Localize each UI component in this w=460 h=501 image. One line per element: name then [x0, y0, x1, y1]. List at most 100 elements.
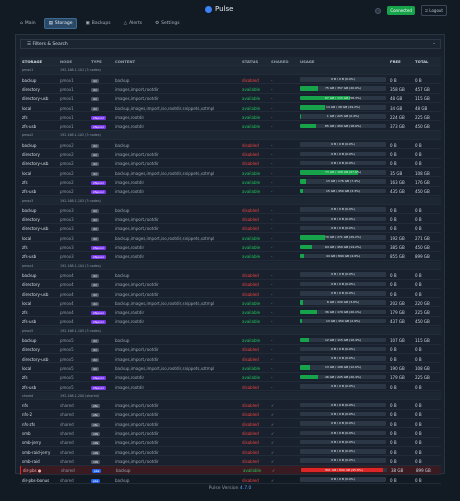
cell-node: shared [60, 403, 74, 409]
tab-main[interactable]: ⌂ Main [15, 18, 41, 29]
type-pill: dir [91, 283, 99, 288]
footer-version[interactable]: 4.7.0 [239, 486, 252, 491]
usage-bar: 0 B / 0 B (0.0%) [300, 272, 386, 277]
table-row[interactable]: zfs-usb pmox2 zfspool images,rootdir availab… [20, 187, 441, 196]
usage-text: 0 B / 0 B (0.0%) [331, 151, 355, 156]
column-header-content[interactable]: CONTENT [115, 59, 136, 64]
table-row[interactable]: directory-usb pmox4 dir images,import,rootd… [20, 290, 441, 299]
cell-usage: 85 GB / 450 GB (18.9%) [300, 123, 388, 129]
column-header-type[interactable]: TYPE [91, 59, 102, 64]
cell-total: 0 B [415, 291, 422, 297]
table-row[interactable]: local pmox3 dir backup,images,import,iso,ro… [20, 234, 441, 243]
cell-usage: 8 GB / 220 GB (3.6%) [300, 300, 388, 305]
cell-status: disabled [242, 207, 259, 213]
cell-total: 0 B [415, 347, 422, 353]
table-row[interactable]: zfs pmox2 zfspool images,rootdir available - 1… [20, 178, 441, 187]
table-row[interactable]: zfs pmox1 zfspool images,rootdir available - 1… [20, 113, 441, 122]
cell-storage: smb-jerry [22, 440, 42, 446]
table-row[interactable]: local pmox4 dir backup,images,import,iso,ro… [20, 299, 441, 308]
cell-content: backup [116, 468, 131, 474]
logout-button[interactable]: ⎋ Logout [420, 5, 447, 16]
cell-type: nfs [91, 422, 117, 427]
table-row[interactable]: smb-raid shared cifs images,import,rootdir d… [20, 457, 441, 466]
table-row[interactable]: nfs-zfs shared nfs images,import,rootdir dis… [20, 420, 441, 429]
table-row[interactable]: local pmox2 dir backup,images,import,iso,ro… [20, 169, 441, 178]
table-row[interactable]: backup pmox1 dir backup disabled - 0 B / 0 B (… [20, 76, 441, 85]
table-row[interactable]: nfs-2 shared nfs images,import,rootdir disab… [20, 410, 441, 420]
table-row[interactable]: directory-usb pmox1 dir images,import,rootd… [20, 94, 441, 103]
table-row[interactable]: directory pmox1 dir images,import,rootdir av… [20, 85, 441, 94]
cell-total: 0 B [415, 449, 422, 455]
cell-content: images,rootdir [115, 124, 145, 130]
table-row[interactable]: directory-usb pmox2 dir images,import,rootd… [20, 159, 441, 168]
tab-alerts[interactable]: △ Alerts [119, 18, 148, 29]
table-row[interactable]: directory pmox4 dir images,import,rootdir di… [20, 280, 441, 289]
table-row[interactable]: dir-pbs-bonus shared pbs backup disabled ✓ 0 B… [20, 476, 441, 485]
type-pill: dir [91, 339, 99, 343]
cell-type: zfspool [91, 189, 117, 195]
column-header-shared[interactable]: SHARED [271, 59, 289, 64]
cell-free: 437 GB [390, 319, 405, 325]
column-header-usage[interactable]: USAGE [300, 58, 315, 64]
cell-total: 0 B [415, 142, 422, 148]
cell-node: pmox3 [60, 207, 74, 213]
cell-content: backup,images,import,iso,rootdir,snippet… [115, 170, 215, 176]
table-row[interactable]: directory-usb pmox3 dir images,import,rootd… [20, 224, 441, 234]
type-pill: dir [91, 208, 99, 213]
cell-usage: 15 GB / 450 GB (3.3%) [300, 188, 388, 194]
table-row[interactable]: zfs-usb pmox1 zfspool images,rootdir availab… [20, 122, 441, 131]
table-row[interactable]: smb shared cifs images,import,rootdir disabl… [20, 429, 441, 438]
table-row[interactable]: smb-raid-jerry shared cifs images,import,ro… [20, 448, 441, 457]
table-row[interactable]: directory pmox5 dir images,import,rootdir di… [20, 345, 441, 354]
filters-search-toggle[interactable]: ☰ Filters & Search ⌄ [20, 39, 441, 49]
table-row[interactable]: zfs pmox3 zfspool images,rootdir available - 6… [20, 243, 441, 252]
tab-settings[interactable]: ⚙ Settings [150, 18, 185, 29]
table-row[interactable]: directory-usb pmox5 dir images,import,rootd… [20, 355, 441, 364]
column-header-status[interactable]: STATUS [242, 59, 259, 64]
table-row[interactable]: backup pmox5 dir backup available - 12 GB / 11… [20, 336, 441, 345]
tab-backups[interactable]: ▣ Backups [80, 18, 115, 29]
table-row[interactable]: smb-jerry shared cifs images,import,rootdir… [20, 438, 441, 447]
column-header-total[interactable]: TOTAL [415, 59, 429, 64]
cell-content: images,rootdir [115, 310, 145, 316]
cell-free: 0 B [390, 226, 397, 232]
table-row[interactable]: zfs pmox4 zfspool images,rootdir available - 3… [20, 308, 441, 317]
gear-icon: ⚙ [155, 21, 160, 26]
usage-bar: 0 B / 0 B (0.0%) [300, 216, 386, 222]
cell-storage: directory [22, 152, 40, 157]
table-row[interactable]: nfs shared nfs images,import,rootdir disable… [20, 401, 441, 410]
cell-shared: - [271, 319, 273, 325]
column-header-node[interactable]: NODE [60, 59, 73, 64]
table-row[interactable]: backup pmox3 dir backup disabled - 0 B / 0 B (… [20, 206, 441, 215]
table-row[interactable]: zfs-usb pmox4 zfspool images,rootdir availab… [20, 317, 441, 327]
tab-storage[interactable]: ▤ Storage [43, 18, 78, 29]
table-row[interactable]: zfs-usb pmox5 zfspool images,rootdir disable… [20, 383, 441, 392]
column-header-free[interactable]: FREE [390, 59, 401, 64]
cell-node: shared [60, 449, 74, 455]
cell-node: pmox2 [60, 189, 74, 195]
table-row[interactable]: zfs-usb pmox3 zfspool images,rootdir availab… [20, 252, 441, 261]
cell-content: backup [115, 142, 130, 148]
usage-bar: 0 B / 0 B (0.0%) [300, 439, 386, 445]
table-row[interactable]: directory pmox3 dir images,import,rootdir di… [20, 215, 441, 224]
table-row[interactable]: dir-pbs ● shared pbs backup available ✓ 861 GB… [20, 466, 441, 475]
column-header-storage[interactable]: STORAGE [22, 59, 43, 64]
table-row[interactable]: local pmox1 dir backup,images,import,iso,ro… [20, 104, 441, 113]
type-pill: nfs [91, 422, 100, 427]
usage-text: 0 B / 0 B (0.0%) [331, 458, 355, 463]
cell-free: 0 B [390, 412, 397, 418]
cell-status: disabled [242, 458, 259, 464]
cell-node: pmox5 [60, 384, 74, 390]
cell-total: 899 GB [416, 468, 431, 474]
table-row[interactable]: backup pmox4 dir backup disabled - 0 B / 0 B (… [20, 271, 441, 280]
table-row[interactable]: local pmox5 dir backup,images,import,iso,ro… [20, 364, 441, 373]
usage-bar: 44 GB / 899 GB (4.9%) [300, 253, 386, 259]
table-row[interactable]: zfs pmox5 zfspool images,rootdir available - 4… [20, 373, 441, 382]
cell-content: backup,images,import,iso,rootdir,snippet… [115, 105, 215, 111]
table-row[interactable]: directory pmox2 dir images,import,rootdir di… [20, 150, 441, 159]
table-row[interactable]: backup pmox2 dir backup disabled - 0 B / 0 B (… [20, 141, 441, 150]
cell-usage: 46 GB / 225 GB (20.4%) [300, 374, 388, 380]
usage-bar: 73 GB / 108 GB (67.6%) [300, 170, 386, 175]
theme-toggle-icon[interactable] [375, 7, 382, 14]
type-pill: dir [91, 78, 99, 83]
